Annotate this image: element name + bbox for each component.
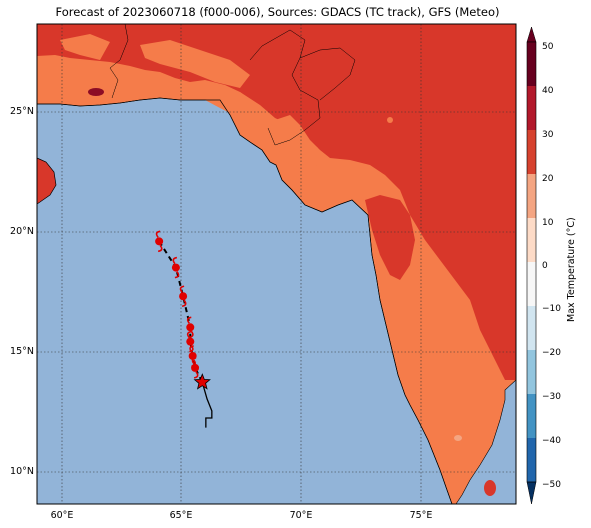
colorbar-title: Max Temperature (°C): [566, 217, 577, 322]
lon-label: 75°E: [409, 510, 433, 521]
land-warm-accent: [387, 117, 393, 123]
colorbar-bin: [527, 350, 536, 394]
cyclone-symbol-icon: [186, 316, 195, 339]
colorbar-bottom-extend: [526, 481, 537, 505]
land-warm-patch: [268, 128, 320, 168]
cyclone-symbol-icon: [171, 256, 180, 279]
colorbar-tick: 40: [542, 86, 554, 96]
colorbar-top-extend: [526, 26, 537, 43]
colorbar: [526, 26, 537, 505]
colorbar-bin: [527, 306, 536, 350]
cyclone-symbol-icon: [191, 357, 200, 379]
land-warm-patch: [330, 165, 375, 200]
cyclone-track: [155, 230, 213, 428]
lat-label: 25°N: [10, 106, 34, 117]
colorbar-bin: [527, 130, 536, 174]
cyclone-symbol-icon: [155, 230, 164, 253]
lon-label: 70°E: [289, 510, 313, 521]
colorbar-bin: [527, 394, 536, 438]
colorbar-tick: 20: [542, 174, 554, 184]
colorbar-bin: [527, 86, 536, 130]
colorbar-tick: −20: [542, 348, 561, 358]
land-hot-zone: [37, 24, 516, 380]
grid: [37, 24, 516, 504]
land-warm-patch: [60, 34, 110, 60]
colorbar-tick: −50: [542, 480, 561, 490]
colorbar-bin: [527, 42, 536, 86]
colorbar-tick: −40: [542, 436, 561, 446]
colorbar-tick: 0: [542, 261, 548, 271]
land-hot-accent: [484, 480, 496, 496]
land-extreme-spot: [88, 88, 104, 96]
current-position-star-icon: [193, 373, 211, 390]
colorbar-bin: [527, 218, 536, 262]
land-warm-patch: [140, 40, 250, 88]
colorbar-bin: [527, 262, 536, 306]
lat-label: 10°N: [10, 466, 34, 477]
land-cool-accent: [454, 435, 462, 441]
colorbar-tick: 50: [542, 42, 554, 52]
lat-label: 15°N: [10, 346, 34, 357]
map-title: Forecast of 2023060718 (f000-006), Sourc…: [55, 5, 500, 19]
coastline: [37, 97, 453, 505]
colorbar-frame: [526, 41, 537, 483]
coastline-arabia: [36, 157, 57, 205]
land-hot-patch-india-interior: [365, 195, 415, 280]
colorbar-bin: [527, 174, 536, 218]
colorbar-tick: −30: [542, 392, 561, 402]
colorbar-tick: −10: [542, 304, 561, 314]
cyclone-symbol-icon: [179, 285, 188, 308]
map-frame: [36, 23, 517, 505]
lat-label: 20°N: [10, 226, 34, 237]
country-border: [109, 23, 356, 146]
lon-label: 65°E: [169, 510, 193, 521]
track-tail: [201, 382, 213, 428]
colorbar-tick: 30: [542, 130, 554, 140]
lon-label: 60°E: [50, 510, 74, 521]
colorbar-bin: [527, 438, 536, 482]
colorbar-tick: 10: [542, 218, 554, 228]
